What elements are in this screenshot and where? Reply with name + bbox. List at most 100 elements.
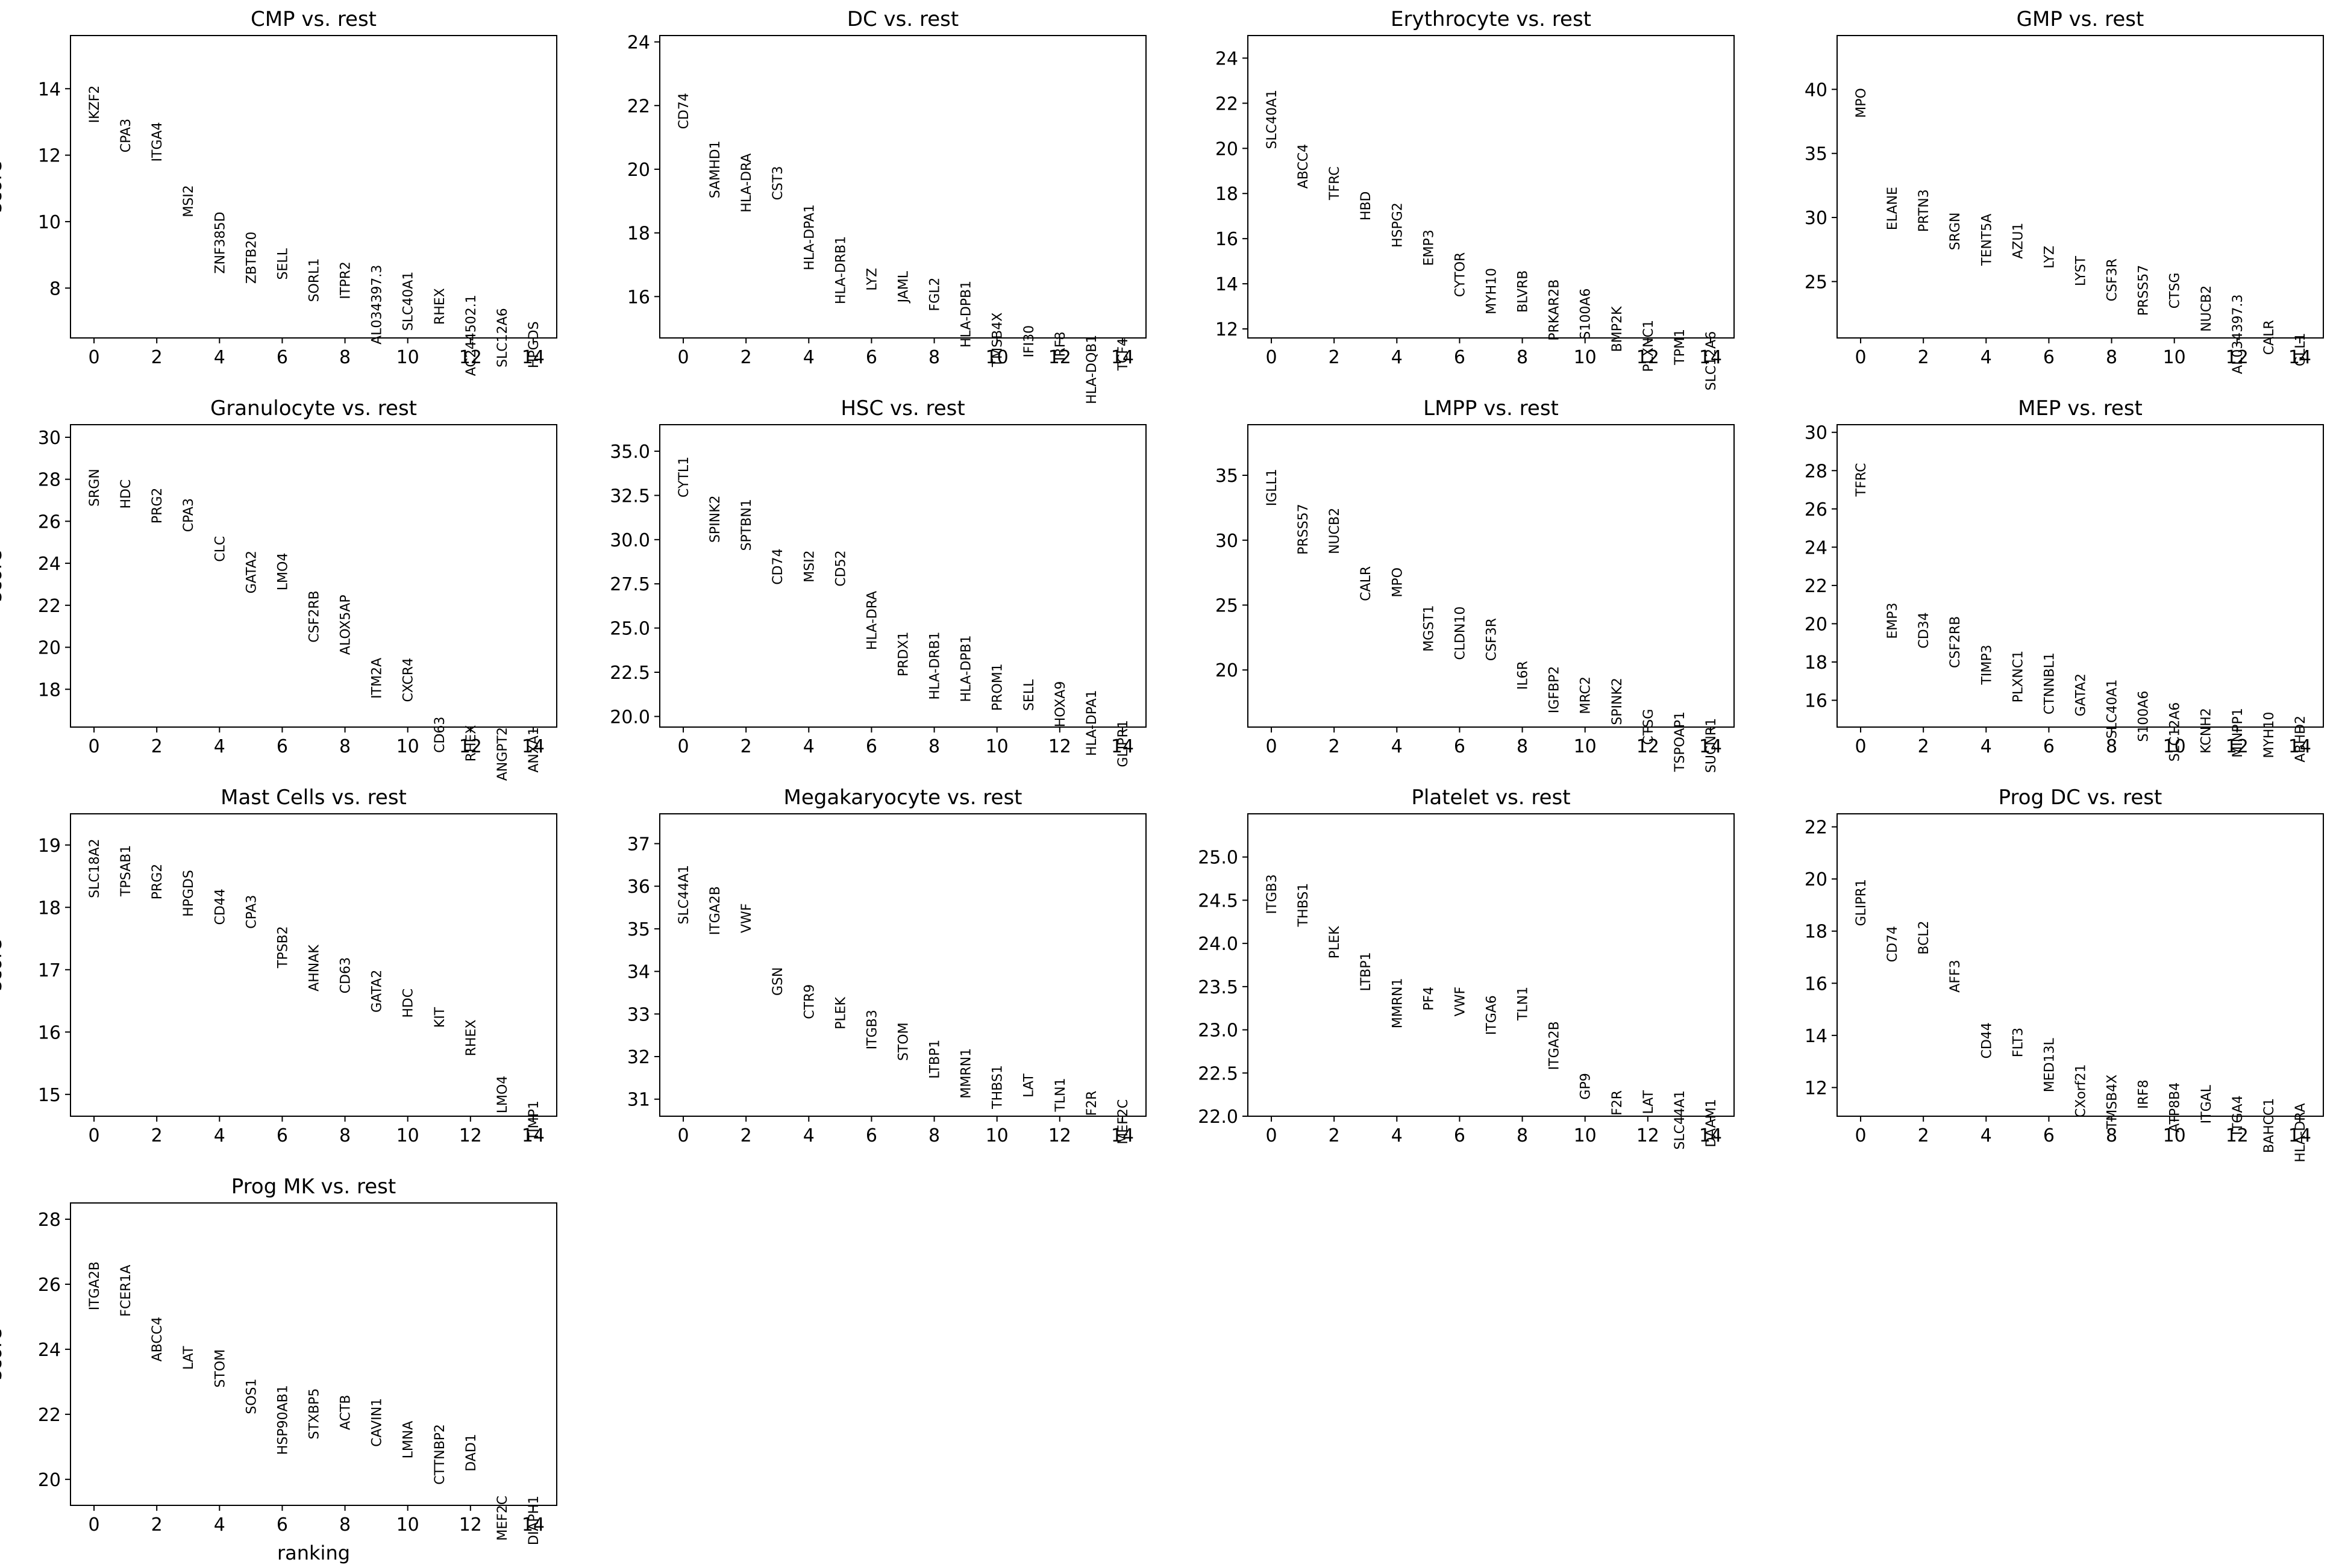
gene-label: GSN	[771, 967, 786, 996]
gene-label: PLXNC1	[1641, 320, 1656, 372]
x-tick-label: 10	[986, 347, 1009, 368]
y-axis-label: score	[0, 939, 6, 991]
gene-label: TPSB2	[275, 926, 290, 969]
x-tick-label: 10	[2163, 736, 2186, 757]
x-tick-label: 2	[151, 1125, 163, 1146]
y-tick-label: 23.5	[1198, 977, 1238, 998]
gene-label: PROM1	[991, 663, 1006, 711]
gene-label: HLA-DRA	[739, 154, 754, 213]
y-tick-label: 18	[627, 223, 650, 245]
gene-label: ABCC4	[1296, 144, 1311, 189]
gene-label: RHEX	[433, 288, 448, 325]
gene-label: TLN1	[1053, 1078, 1068, 1112]
x-tick-label: 8	[928, 347, 940, 368]
panel-title: Platelet vs. rest	[1411, 786, 1570, 810]
gene-label: TPM1	[1673, 329, 1688, 366]
x-tick-label: 0	[1855, 736, 1867, 757]
plot-frame	[1836, 35, 2324, 339]
x-tick-label: 8	[2106, 1125, 2117, 1146]
y-tick-label: 35	[627, 919, 650, 940]
gene-label: ITGB3	[1265, 874, 1280, 914]
x-tick-label: 4	[214, 1514, 225, 1535]
gene-label: CPA3	[244, 895, 259, 929]
gene-label: CTSG	[1641, 709, 1656, 745]
gene-label: STOM	[213, 1349, 228, 1388]
gene-label: SPINK2	[1610, 678, 1625, 725]
gene-label: HLA-DRA	[2293, 1103, 2308, 1162]
gene-label: IRF8	[2137, 1079, 2152, 1108]
gene-label: GATA2	[2074, 673, 2089, 716]
panel: Platelet vs. rest 0 2 4 6 8 10 12 14 22.0 22.5 23.0…	[1198, 786, 1735, 1150]
plot-frame	[1836, 813, 2324, 1117]
y-tick-label: 20	[38, 1470, 61, 1491]
x-tick-label: 14	[1111, 1125, 1134, 1146]
y-tick-label: 24	[627, 33, 650, 54]
x-tick-label: 4	[803, 347, 815, 368]
gene-label: PF4	[1421, 987, 1436, 1011]
gene-label: TFRC	[1854, 463, 1869, 498]
gene-label: CYTOR	[1453, 252, 1468, 297]
gene-label: CYTL1	[677, 457, 692, 498]
x-tick-label: 6	[866, 736, 877, 757]
gene-label: SLC12A6	[2168, 702, 2183, 762]
panel: HSC vs. rest 0 2 4 6 8 10 12 14 20.0 22.5 25.0 27.5 3…	[610, 396, 1147, 767]
gene-label: CSF3R	[2105, 258, 2120, 301]
gene-label: GLIPR1	[1854, 879, 1869, 926]
x-tick-label: 12	[1636, 736, 1659, 757]
y-tick-label: 18	[1215, 184, 1238, 205]
gene-label: PRKAR2B	[1547, 280, 1562, 341]
y-tick-label: 37	[627, 834, 650, 855]
x-tick-label: 4	[1391, 736, 1403, 757]
y-tick-label: 27.5	[610, 574, 650, 595]
x-tick-label: 2	[151, 736, 163, 757]
x-tick-label: 10	[2163, 1125, 2186, 1146]
y-tick-label: 24	[1215, 48, 1238, 69]
gene-label: CXorf21	[2074, 1064, 2089, 1117]
gene-label: PRG2	[150, 864, 165, 900]
gene-label: HDC	[401, 989, 416, 1018]
y-tick-label: 25.0	[610, 619, 650, 640]
gene-label: SLC40A1	[401, 272, 416, 331]
y-tick-label: 22	[627, 96, 650, 117]
gene-label: MED13L	[2042, 1037, 2057, 1092]
x-tick-label: 12	[459, 347, 482, 368]
gene-label: AFF3	[1948, 960, 1963, 992]
panel-title: CMP vs. rest	[251, 7, 377, 31]
gene-label: CPA3	[181, 498, 196, 532]
gene-label: STOM	[897, 1022, 912, 1061]
y-tick-label: 32.5	[610, 486, 650, 507]
gene-label: SLC44A1	[1673, 1090, 1688, 1150]
x-tick-label: 4	[803, 1125, 815, 1146]
gene-label: TIMP1	[527, 1101, 542, 1141]
gene-label: CD63	[339, 957, 354, 993]
x-tick-label: 14	[1111, 347, 1134, 368]
x-tick-label: 12	[1636, 347, 1659, 368]
x-axis-label: ranking	[277, 1541, 350, 1564]
gene-label: SRGN	[87, 469, 102, 507]
x-tick-label: 4	[214, 736, 225, 757]
x-tick-label: 8	[928, 736, 940, 757]
plot-frame	[659, 813, 1147, 1117]
y-tick-label: 35	[1805, 144, 1827, 165]
x-tick-label: 8	[1517, 736, 1528, 757]
y-tick-label: 16	[627, 287, 650, 308]
x-tick-label: 14	[1699, 736, 1722, 757]
x-tick-label: 0	[1855, 347, 1867, 368]
y-tick-label: 14	[1215, 274, 1238, 295]
gene-label: CALR	[1359, 566, 1374, 601]
plot-frame	[70, 35, 557, 339]
gene-label: ITGA2B	[708, 886, 723, 935]
gene-label: MGST1	[1421, 605, 1436, 651]
x-tick-label: 14	[522, 1125, 545, 1146]
gene-label: PLEK	[1327, 926, 1342, 958]
y-tick-label: 12	[38, 146, 61, 167]
gene-label: CPA3	[119, 119, 134, 152]
gene-label: TENT5A	[1979, 214, 1994, 266]
gene-label: SRGN	[1948, 213, 1963, 251]
x-tick-label: 8	[1517, 347, 1528, 368]
gene-label: HOXA9	[1053, 681, 1068, 728]
gene-label: TIMP3	[1979, 645, 1994, 685]
x-tick-label: 10	[396, 736, 419, 757]
